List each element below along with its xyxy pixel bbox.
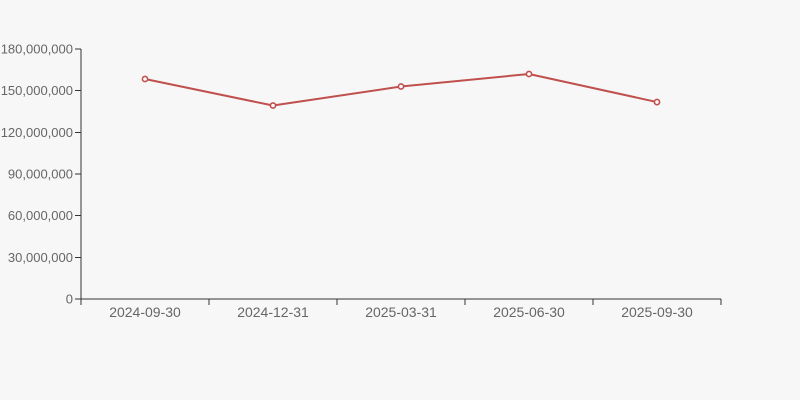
y-axis-tick-label: 0: [66, 292, 73, 307]
x-axis-tick-label: 2024-12-31: [237, 304, 309, 320]
data-point-marker[interactable]: [269, 102, 277, 109]
x-axis-tick-label: 2024-09-30: [109, 304, 181, 320]
y-axis-tick-label: 60,000,000: [8, 208, 73, 223]
data-point-marker[interactable]: [653, 98, 661, 106]
y-axis-tick-label: 90,000,000: [8, 167, 73, 182]
x-axis-tick-label: 2025-06-30: [493, 304, 565, 320]
x-axis-tick-label: 2025-09-30: [621, 304, 693, 320]
data-point-marker[interactable]: [141, 75, 149, 83]
y-axis-tick-label: 120,000,000: [1, 125, 73, 140]
y-axis-tick-label: 30,000,000: [8, 250, 73, 265]
x-axis-tick-label: 2025-03-31: [365, 304, 437, 320]
data-point-marker[interactable]: [525, 70, 533, 78]
data-point-marker[interactable]: [397, 83, 405, 90]
y-axis-tick-label: 150,000,000: [1, 83, 73, 98]
y-axis-tick-label: 180,000,000: [1, 42, 73, 57]
